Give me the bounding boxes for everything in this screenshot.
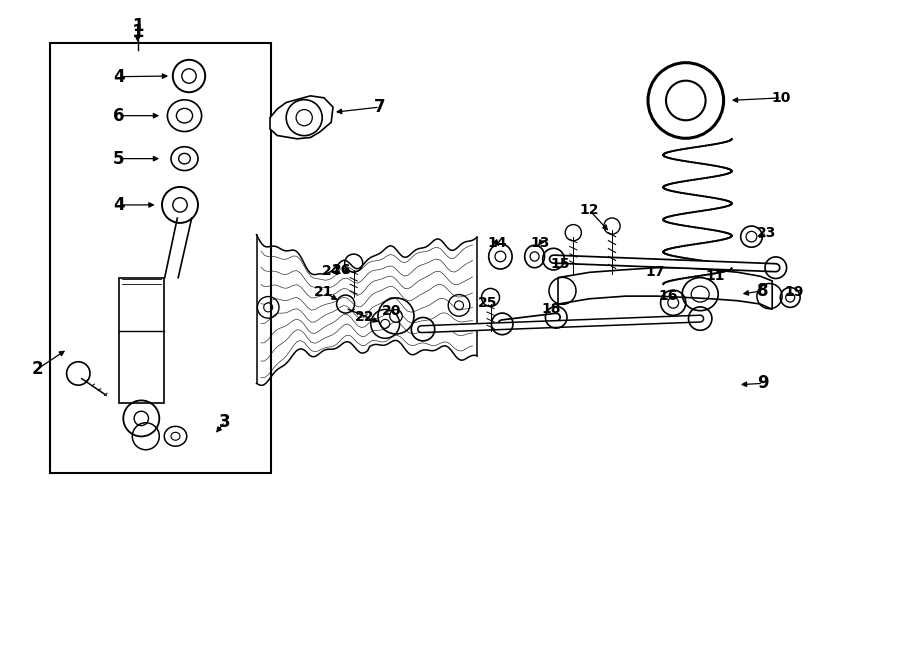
- Text: 8: 8: [758, 282, 769, 300]
- Text: 17: 17: [645, 265, 665, 280]
- Bar: [119, 278, 164, 403]
- Text: 23: 23: [757, 225, 777, 240]
- Text: 5: 5: [113, 149, 124, 168]
- Text: 10: 10: [771, 91, 791, 105]
- Text: 25: 25: [478, 295, 498, 310]
- Polygon shape: [558, 268, 772, 309]
- Text: 15: 15: [550, 257, 570, 272]
- Text: 1: 1: [131, 22, 144, 41]
- Text: 13: 13: [530, 236, 550, 251]
- Text: 18: 18: [541, 302, 561, 317]
- Text: 21: 21: [314, 285, 334, 299]
- Text: 24: 24: [321, 264, 341, 278]
- Text: 6: 6: [113, 106, 124, 125]
- Text: 11: 11: [706, 269, 725, 284]
- Bar: [50, 43, 271, 473]
- Text: 16: 16: [658, 289, 678, 303]
- Text: 4: 4: [113, 196, 124, 214]
- Text: 9: 9: [758, 374, 769, 393]
- Text: 1: 1: [132, 17, 143, 36]
- Text: 19: 19: [784, 285, 804, 299]
- Text: 12: 12: [580, 203, 599, 217]
- Text: 20: 20: [382, 303, 401, 318]
- Polygon shape: [270, 96, 333, 139]
- Text: 3: 3: [220, 412, 230, 431]
- Text: 4: 4: [113, 67, 124, 86]
- Text: 22: 22: [355, 310, 374, 325]
- Text: 7: 7: [374, 98, 385, 116]
- Text: 14: 14: [487, 236, 507, 251]
- Text: 2: 2: [32, 360, 43, 378]
- Text: 26: 26: [332, 262, 352, 277]
